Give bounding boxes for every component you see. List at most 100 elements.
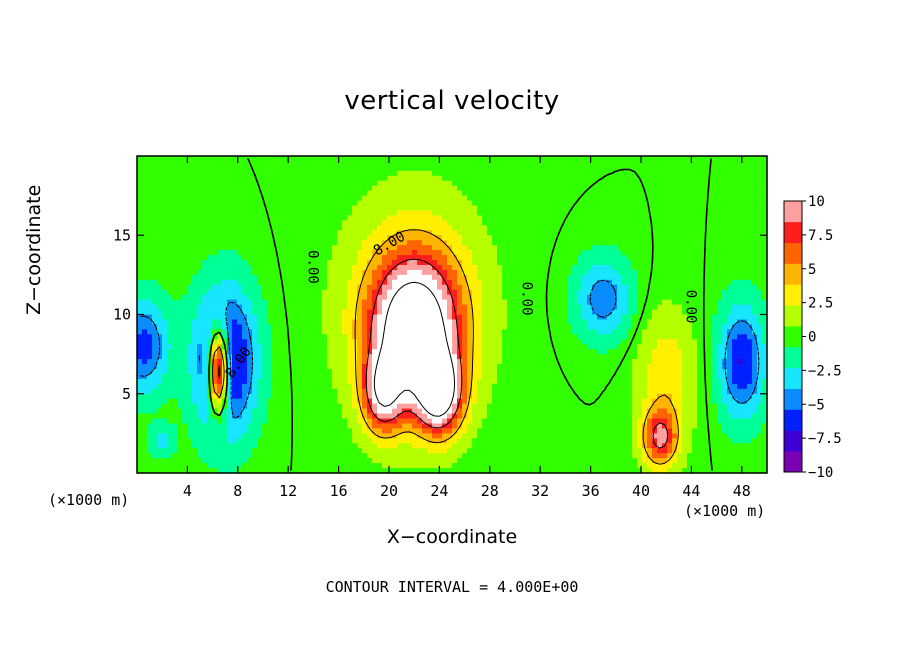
field-cell: [442, 195, 448, 202]
field-cell: [487, 180, 493, 187]
field-cell: [317, 299, 323, 306]
field-cell: [497, 349, 503, 355]
field-cell: [532, 170, 538, 177]
field-cell: [222, 255, 228, 261]
field-cell: [272, 225, 278, 231]
field-cell: [567, 334, 573, 340]
field-cell: [232, 170, 238, 177]
field-cell: [262, 190, 268, 197]
field-cell: [387, 240, 393, 246]
field-cell: [512, 314, 518, 321]
field-cell: [517, 274, 523, 281]
field-cell: [567, 210, 573, 217]
field-cell: [442, 260, 448, 266]
field-cell: [742, 274, 748, 281]
field-cell: [482, 195, 488, 202]
field-cell: [377, 210, 383, 217]
field-cell: [347, 269, 353, 276]
field-cell: [277, 240, 283, 246]
field-cell: [652, 245, 658, 251]
field-cell: [347, 180, 353, 187]
field-cell: [592, 299, 598, 306]
field-cell: [502, 205, 508, 212]
field-cell: [367, 195, 373, 202]
field-cell: [522, 185, 528, 192]
field-cell: [242, 264, 248, 271]
field-cell: [322, 319, 328, 325]
field-cell: [287, 299, 293, 306]
field-cell: [512, 195, 518, 202]
field-cell: [447, 156, 453, 162]
field-cell: [327, 294, 333, 301]
field-cell: [322, 289, 328, 296]
field-cell: [452, 324, 458, 330]
field-cell: [462, 349, 468, 355]
field-cell: [272, 255, 278, 261]
field-cell: [292, 334, 298, 340]
field-cell: [212, 200, 218, 207]
field-cell: [297, 200, 303, 207]
field-cell: [642, 284, 648, 291]
field-cell: [307, 230, 313, 236]
field-cell: [327, 299, 333, 306]
field-cell: [147, 160, 153, 167]
field-cell: [682, 175, 688, 182]
field-cell: [657, 160, 663, 167]
field-cell: [422, 240, 428, 246]
field-cell: [517, 284, 523, 291]
field-cell: [587, 235, 593, 241]
field-cell: [322, 205, 328, 212]
field-cell: [372, 314, 378, 321]
field-cell: [512, 230, 518, 236]
field-cell: [272, 180, 278, 187]
field-cell: [572, 225, 578, 231]
field-cell: [762, 240, 768, 246]
field-cell: [632, 215, 638, 221]
field-cell: [447, 170, 453, 177]
field-cell: [752, 309, 758, 316]
field-cell: [267, 165, 273, 172]
field-cell: [557, 185, 563, 192]
field-cell: [522, 329, 528, 335]
field-cell: [607, 156, 613, 162]
field-cell: [472, 195, 478, 202]
field-cell: [452, 250, 458, 256]
field-cell: [562, 156, 568, 162]
field-cell: [137, 264, 143, 271]
field-cell: [522, 195, 528, 202]
field-cell: [737, 324, 743, 330]
field-cell: [137, 225, 143, 231]
field-cell: [507, 210, 513, 217]
field-cell: [312, 200, 318, 207]
field-cell: [357, 339, 363, 345]
field-cell: [742, 210, 748, 217]
field-cell: [587, 260, 593, 266]
field-cell: [562, 160, 568, 167]
field-cell: [142, 250, 148, 256]
field-cell: [707, 289, 713, 296]
field-cell: [757, 156, 763, 162]
field-cell: [512, 284, 518, 291]
field-cell: [252, 165, 258, 172]
field-cell: [157, 304, 163, 311]
field-cell: [677, 284, 683, 291]
field-cell: [207, 255, 213, 261]
field-cell: [742, 329, 748, 335]
field-cell: [612, 319, 618, 325]
field-cell: [322, 190, 328, 197]
field-cell: [552, 210, 558, 217]
field-cell: [232, 304, 238, 311]
field-cell: [337, 319, 343, 325]
field-cell: [222, 165, 228, 172]
field-cell: [422, 309, 428, 316]
field-cell: [717, 215, 723, 221]
field-cell: [517, 299, 523, 306]
field-cell: [307, 240, 313, 246]
field-cell: [377, 180, 383, 187]
field-cell: [487, 210, 493, 217]
field-cell: [332, 324, 338, 330]
field-cell: [317, 324, 323, 330]
field-cell: [567, 269, 573, 276]
field-cell: [167, 349, 173, 355]
field-cell: [357, 299, 363, 306]
